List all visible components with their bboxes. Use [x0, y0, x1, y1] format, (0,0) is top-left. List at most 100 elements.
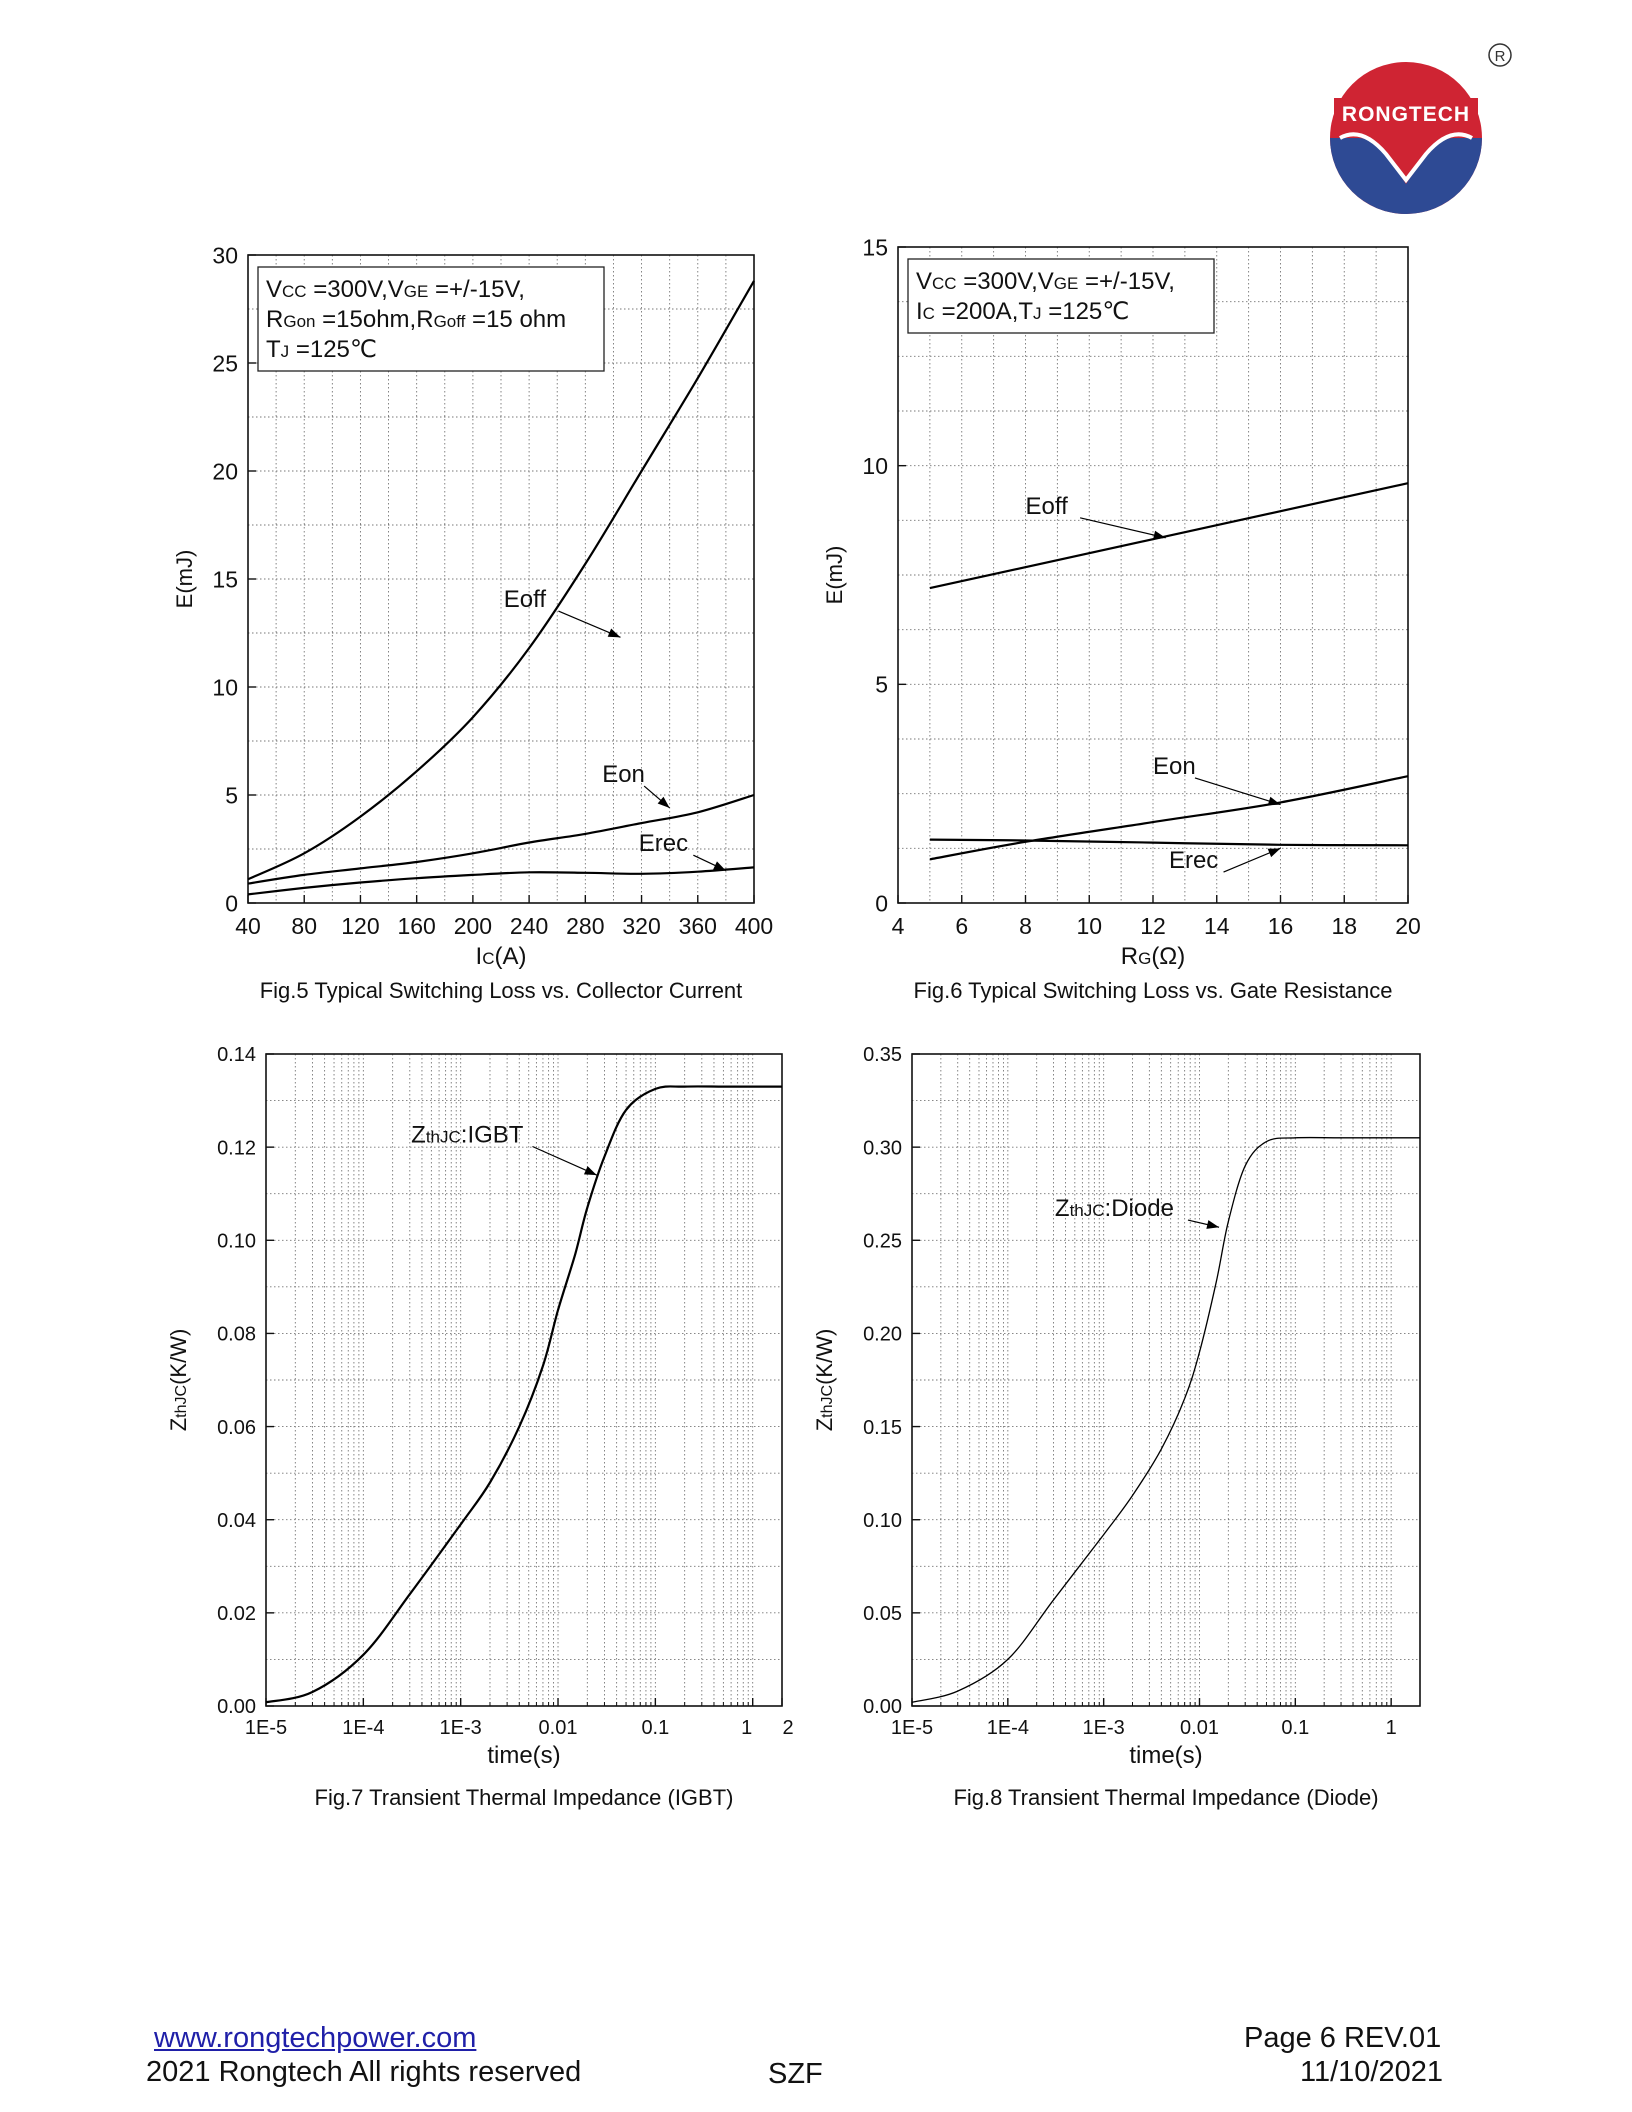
fig5-conditions-line: TJ =125℃ [266, 336, 377, 363]
fig8-x-tick-label: 0.1 [1281, 1717, 1309, 1739]
fig5-x-tick-label: 360 [679, 913, 717, 939]
fig5-x-tick-label: 400 [735, 913, 773, 939]
fig5-x-tick-label: 320 [622, 913, 660, 939]
fig5-x-tick-label: 240 [510, 913, 548, 939]
fig6-x-axis-label: RG(Ω) [1121, 943, 1186, 970]
fig5-x-axis-label: IC(A) [476, 943, 527, 970]
fig5-y-axis-label: E(mJ) [172, 550, 197, 609]
fig6-annotation-label: Eon [1153, 753, 1196, 780]
fig8-x-tick-label: 1E-5 [891, 1717, 933, 1739]
fig5-conditions-line: VCC =300V,VGE =+/-15V, [266, 276, 525, 303]
fig6-series-eoff [929, 482, 1409, 590]
fig7-x-tick-label: 0.1 [641, 1717, 669, 1739]
logo-wordmark: RONGTECH [1342, 103, 1470, 126]
fig7-y-tick-label: 0.00 [217, 1696, 256, 1718]
fig5-annotation-label: Eon [602, 761, 645, 788]
fig5-y-tick-label: 30 [212, 242, 238, 268]
fig7-transient-thermal-impedance-igbt: 1E-5 1E-4 1E-3 0.01 0.1 1 2 0.00 0.02 0.04 0.06 0.0… [150, 1030, 800, 1840]
fig8-y-tick-label: 0.05 [863, 1603, 902, 1625]
fig5-conditions-line: RGon =15ohm,RGoff =15 ohm [266, 306, 566, 333]
fig8-x-tick-label: 1 [1386, 1717, 1397, 1739]
fig7-x-tick-label: 2 [782, 1717, 793, 1739]
fig7-y-tick-label: 0.10 [217, 1230, 256, 1252]
fig7-y-tick-label: 0.08 [217, 1324, 256, 1346]
fig7-grid [266, 1054, 782, 1706]
fig7-y-tick-label: 0.12 [217, 1137, 256, 1159]
revision-date: 11/10/2021 [1300, 2056, 1443, 2088]
registered-mark: R [1495, 48, 1506, 65]
fig8-x-tick-label: 0.01 [1180, 1717, 1219, 1739]
fig5-switching-loss-vs-collector-current: 40 80 120 160 200 240 280 320 360 400 0 5 10 15 20 25 30… [150, 230, 800, 1020]
fig7-x-tick-label: 1 [741, 1717, 752, 1739]
fig8-y-tick-label: 0.35 [863, 1044, 902, 1066]
logo-wave [1330, 138, 1482, 214]
fig6-conditions-box [907, 258, 1215, 334]
fig6-x-tick-label: 20 [1395, 913, 1421, 939]
fig6-annotation-arrow-head [1267, 796, 1281, 806]
fig6-series-eon [929, 775, 1409, 861]
fig8-y-tick-label: 0.15 [863, 1417, 902, 1439]
fig6-y-tick-label: 10 [862, 453, 888, 479]
fig7-annotation-label: ZthJC:IGBT [411, 1121, 524, 1148]
fig6-annotation-arrow-head [1153, 530, 1166, 540]
fig7-x-tick-label: 1E-5 [245, 1717, 287, 1739]
fig6-annotation-label: Erec [1169, 847, 1218, 874]
fig5-y-tick-label: 15 [212, 566, 238, 592]
fig6-y-tick-label: 0 [875, 890, 888, 916]
author-code: SZF [768, 2058, 823, 2090]
fig6-x-tick-label: 10 [1076, 913, 1102, 939]
fig6-conditions-line: VCC =300V,VGE =+/-15V, [916, 268, 1175, 295]
fig5-y-tick-label: 0 [225, 890, 238, 916]
fig6-annotation-arrow-head [1267, 848, 1281, 858]
fig8-x-tick-label: 1E-3 [1083, 1717, 1125, 1739]
fig6-x-tick-label: 4 [892, 913, 905, 939]
fig6-conditions-line: IC =200A,TJ =125℃ [916, 298, 1129, 325]
fig6-x-tick-label: 18 [1331, 913, 1357, 939]
fig5-x-tick-label: 280 [566, 913, 604, 939]
fig6-annotation-arrow-line [1194, 777, 1281, 806]
fig5-y-tick-label: 20 [212, 458, 238, 484]
fig5-series-eoff [247, 280, 755, 881]
fig5-x-tick-label: 120 [341, 913, 379, 939]
fig5-caption: Fig.5 Typical Switching Loss vs. Collect… [260, 978, 743, 1003]
fig8-x-tick-label: 1E-4 [987, 1717, 1029, 1739]
fig5-annotation-arrow-head [607, 628, 621, 638]
fig7-x-tick-label: 0.01 [539, 1717, 578, 1739]
fig6-grid [898, 247, 1408, 903]
registered-mark-ring [1488, 43, 1512, 67]
fig5-x-tick-label: 160 [397, 913, 435, 939]
fig6-x-tick-label: 6 [955, 913, 968, 939]
fig5-x-tick-label: 80 [291, 913, 317, 939]
fig8-series-zthjc-diode [911, 1136, 1420, 1703]
fig6-y-tick-label: 15 [862, 234, 888, 260]
fig7-y-tick-label: 0.04 [217, 1510, 256, 1532]
fig8-grid [912, 1054, 1420, 1706]
fig6-y-tick-label: 5 [875, 672, 888, 698]
fig5-x-tick-label: 200 [454, 913, 492, 939]
fig6-x-tick-label: 14 [1204, 913, 1230, 939]
fig5-annotation-label: Eoff [504, 586, 547, 613]
fig5-y-tick-label: 25 [212, 350, 238, 376]
fig6-switching-loss-vs-gate-resistance: 4 6 8 10 12 14 16 18 20 0 5 10 15 RG(Ω) E(mJ) Fig.6 Typ… [810, 230, 1460, 1020]
fig7-y-tick-label: 0.14 [217, 1044, 256, 1066]
fig7-x-tick-label: 1E-4 [342, 1717, 384, 1739]
fig6-y-axis-label: E(mJ) [822, 546, 847, 605]
fig8-annotation-label: ZthJC:Diode [1055, 1195, 1174, 1222]
fig8-y-tick-label: 0.30 [863, 1137, 902, 1159]
fig6-caption: Fig.6 Typical Switching Loss vs. Gate Re… [914, 978, 1393, 1003]
fig6-svg: 4 6 8 10 12 14 16 18 20 0 5 10 15 RG(Ω) E(mJ) Fig.6 Typ… [822, 234, 1421, 1003]
fig7-y-tick-label: 0.02 [217, 1603, 256, 1625]
fig7-y-axis-label: ZthJC(K/W) [166, 1329, 191, 1432]
page-revision: Page 6 REV.01 [1244, 2022, 1442, 2054]
fig5-y-tick-label: 10 [212, 674, 238, 700]
fig6-x-tick-label: 16 [1268, 913, 1294, 939]
fig7-x-axis-label: time(s) [487, 1742, 560, 1769]
fig8-y-tick-label: 0.10 [863, 1510, 902, 1532]
fig5-series-eon [247, 793, 755, 885]
fig8-plot-frame [911, 1053, 1421, 1707]
fig8-caption: Fig.8 Transient Thermal Impedance (Diode… [953, 1785, 1378, 1810]
fig7-x-tick-label: 1E-3 [440, 1717, 482, 1739]
fig8-y-tick-label: 0.20 [863, 1324, 902, 1346]
website-link[interactable]: www.rongtechpower.com [154, 2022, 477, 2054]
